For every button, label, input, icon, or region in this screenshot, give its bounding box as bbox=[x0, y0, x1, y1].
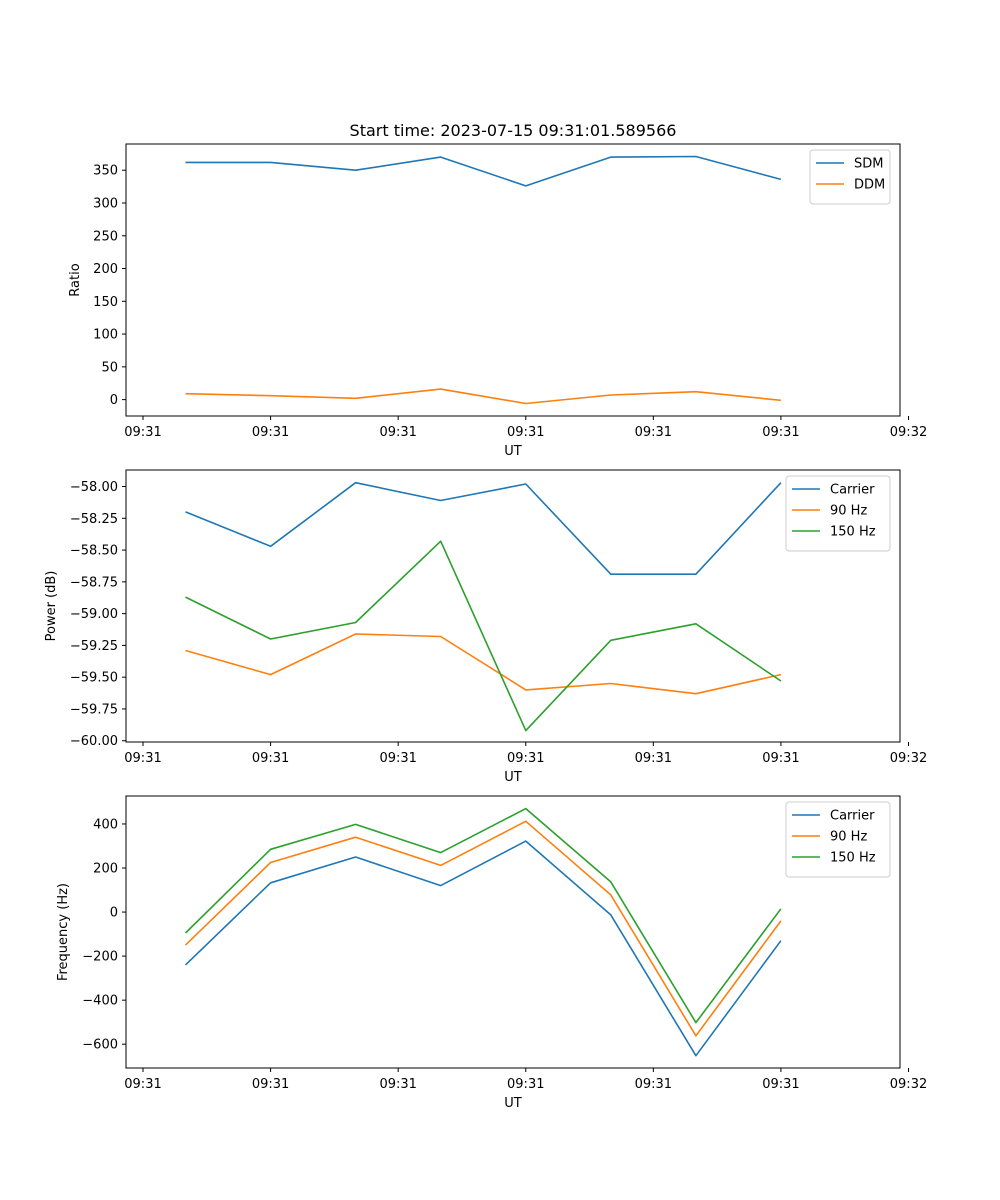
chart-panel-3: 09:31 09:31 09:31 09:31 09:31 09:31 09:32 −600 −… bbox=[56, 795, 927, 1111]
legend-label: 150 Hz bbox=[830, 851, 876, 866]
x-tick-label: 09:31 bbox=[124, 425, 161, 440]
y-tick-label: −600 bbox=[82, 1038, 118, 1053]
chart-title: Start time: 2023-07-15 09:31:01.589566 bbox=[350, 121, 677, 140]
y-axis-label: Ratio bbox=[68, 263, 83, 296]
x-tick-label: 09:31 bbox=[252, 1077, 289, 1092]
y-tick-label: 200 bbox=[93, 862, 118, 877]
x-tick-label: 09:31 bbox=[762, 425, 799, 440]
x-tick-label: 09:32 bbox=[890, 751, 927, 766]
y-tick-label: 0 bbox=[110, 393, 118, 408]
series-line-150-hz bbox=[184, 807, 782, 1024]
y-tick-label: 350 bbox=[93, 164, 118, 179]
legend-label: DDM bbox=[854, 178, 885, 193]
x-tick-label: 09:31 bbox=[252, 751, 289, 766]
legend-label: Carrier bbox=[830, 809, 875, 824]
x-tick-label: 09:31 bbox=[124, 1077, 161, 1092]
legend-label: 90 Hz bbox=[830, 830, 867, 845]
legend: Carrier 90 Hz 150 Hz bbox=[785, 475, 891, 552]
y-tick-label: 50 bbox=[101, 360, 118, 375]
series-line-carrier bbox=[185, 481, 782, 576]
x-tick-label: 09:31 bbox=[762, 751, 799, 766]
series-line-90-hz bbox=[185, 633, 782, 695]
y-tick-label: −200 bbox=[82, 950, 118, 965]
y-tick-label: −58.25 bbox=[70, 512, 118, 527]
x-tick-label: 09:31 bbox=[252, 425, 289, 440]
series-line-ddm bbox=[185, 388, 781, 405]
x-tick-label: 09:31 bbox=[635, 1077, 672, 1092]
y-axis-label: Frequency (Hz) bbox=[56, 883, 71, 981]
chart-panel-1: 09:31 09:31 09:31 09:31 09:31 09:31 09:32 0 50 10… bbox=[68, 121, 927, 459]
x-axis-label: UT bbox=[504, 444, 522, 459]
series-line-carrier bbox=[184, 840, 782, 1057]
x-tick-label: 09:31 bbox=[762, 1077, 799, 1092]
axes-frame bbox=[125, 143, 901, 417]
series-line-90-hz bbox=[184, 820, 782, 1037]
y-tick-label: −59.50 bbox=[70, 671, 118, 686]
y-tick-label: −59.25 bbox=[70, 639, 118, 654]
axes-frame bbox=[125, 469, 901, 743]
y-tick-label: −59.75 bbox=[70, 702, 118, 717]
series-line-150-hz bbox=[185, 540, 782, 732]
series-line-sdm bbox=[185, 155, 782, 187]
y-tick-label: 250 bbox=[93, 229, 118, 244]
legend-label: Carrier bbox=[830, 483, 875, 498]
y-tick-label: −400 bbox=[82, 994, 118, 1009]
x-tick-label: 09:31 bbox=[635, 425, 672, 440]
axes-frame bbox=[125, 795, 901, 1069]
y-tick-label: 100 bbox=[93, 328, 118, 343]
y-tick-label: 200 bbox=[93, 262, 118, 277]
chart-panel-2: 09:31 09:31 09:31 09:31 09:31 09:31 09:32 −60.0… bbox=[44, 469, 927, 785]
y-axis-label: Power (dB) bbox=[44, 571, 59, 642]
y-tick-label: 300 bbox=[93, 196, 118, 211]
x-tick-label: 09:31 bbox=[379, 751, 416, 766]
x-tick-label: 09:31 bbox=[635, 751, 672, 766]
y-tick-label: −60.00 bbox=[70, 734, 118, 749]
x-tick-label: 09:32 bbox=[890, 1077, 927, 1092]
x-tick-label: 09:32 bbox=[890, 425, 927, 440]
y-tick-label: −58.00 bbox=[70, 480, 118, 495]
x-tick-label: 09:31 bbox=[507, 751, 544, 766]
legend-box bbox=[785, 475, 891, 552]
y-tick-label: −58.75 bbox=[70, 575, 118, 590]
legend-label: 90 Hz bbox=[830, 504, 867, 519]
legend-label: SDM bbox=[854, 157, 883, 172]
legend: SDM DDM bbox=[809, 149, 891, 205]
y-tick-label: 0 bbox=[110, 906, 118, 921]
legend-box bbox=[785, 801, 891, 878]
legend-label: 150 Hz bbox=[830, 525, 876, 540]
y-tick-label: 400 bbox=[93, 817, 118, 832]
y-tick-label: −58.50 bbox=[70, 544, 118, 559]
x-tick-label: 09:31 bbox=[379, 1077, 416, 1092]
x-axis-label: UT bbox=[504, 1096, 522, 1111]
x-tick-label: 09:31 bbox=[507, 425, 544, 440]
y-tick-label: −59.00 bbox=[70, 607, 118, 622]
x-axis-label: UT bbox=[504, 770, 522, 785]
legend: Carrier 90 Hz 150 Hz bbox=[785, 801, 891, 878]
x-tick-label: 09:31 bbox=[507, 1077, 544, 1092]
x-tick-label: 09:31 bbox=[379, 425, 416, 440]
y-tick-label: 150 bbox=[93, 295, 118, 310]
x-tick-label: 09:31 bbox=[124, 751, 161, 766]
